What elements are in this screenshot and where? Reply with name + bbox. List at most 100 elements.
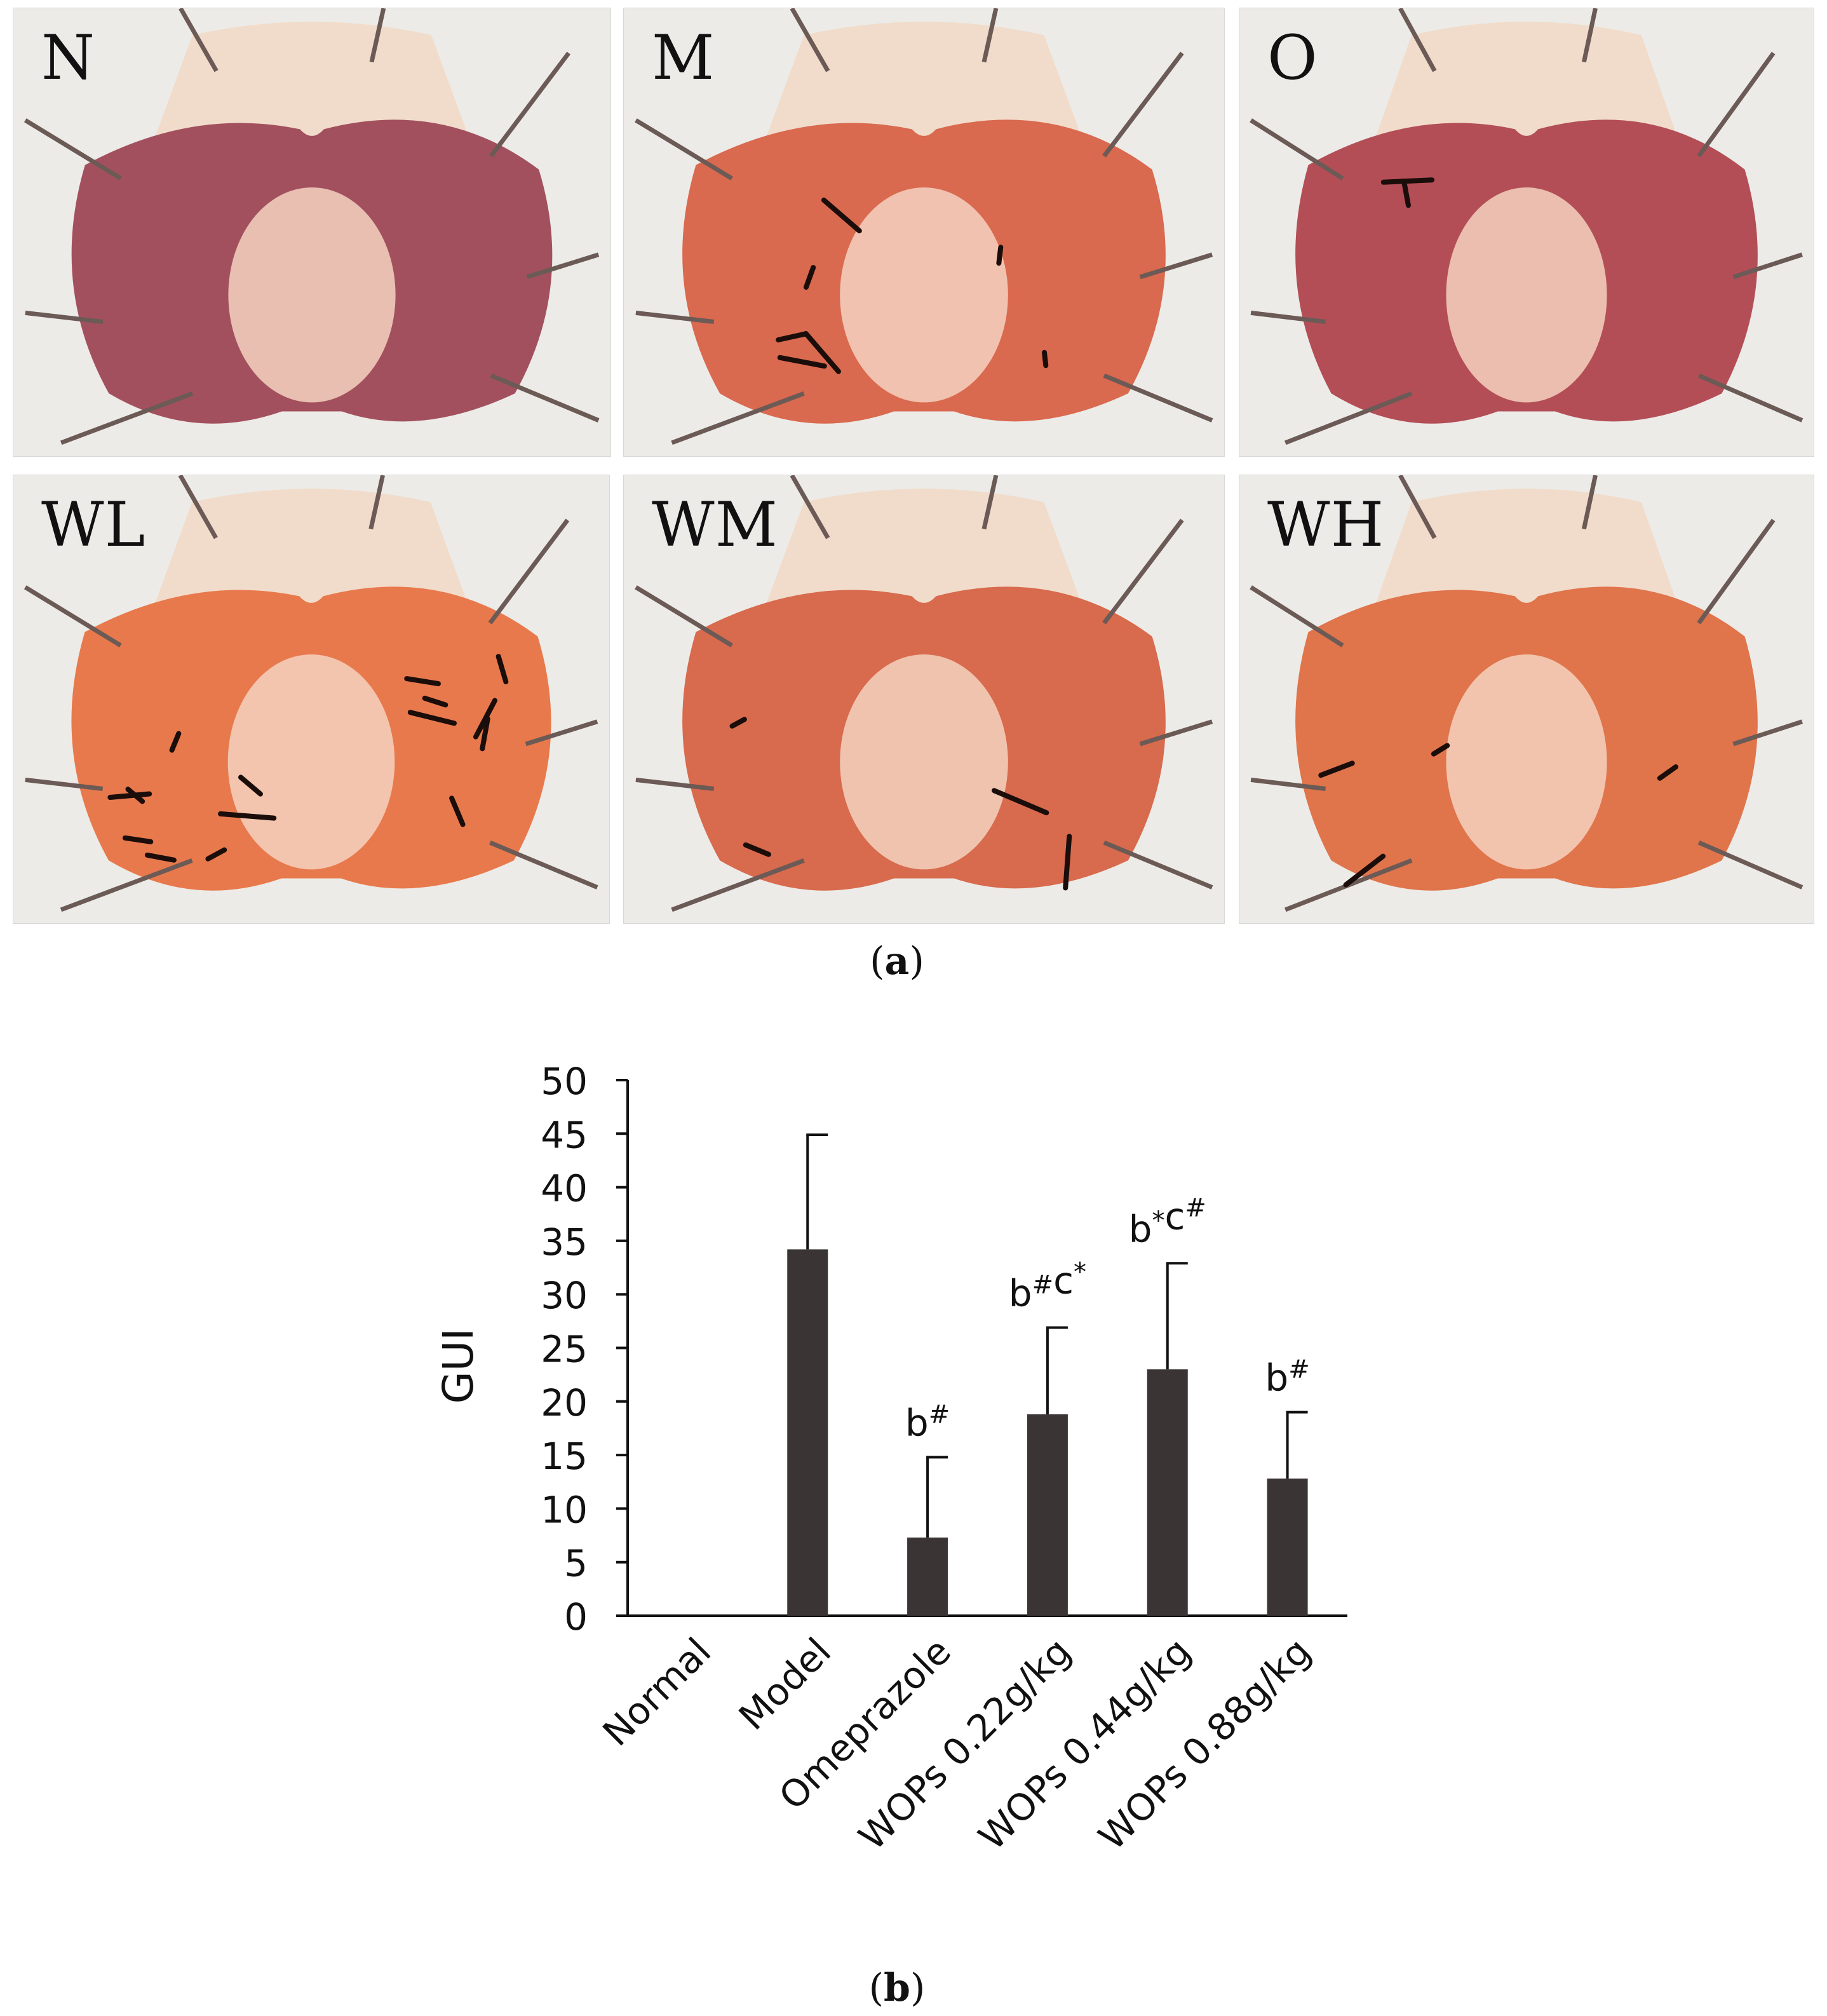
dissection-pin [1139,252,1213,280]
ulcer-lesion [1343,853,1386,888]
ulcer-lesion [803,265,816,290]
ulcer-lesion [404,676,441,687]
y-tick-label: 20 [541,1381,588,1424]
bar [1267,1478,1308,1616]
photo-label: WM [652,489,778,560]
photo-WL: WL [13,475,610,924]
photo-label: WL [41,489,146,560]
dissection-pin [1581,8,1598,63]
dissection-pin [981,8,999,63]
dissection-pin [1284,391,1413,445]
photo-O: O [1239,8,1814,457]
ulcer-lesion [407,710,457,726]
ulcer-lesion [238,775,263,797]
dissection-pin [1139,719,1213,747]
significance-label: b# [1265,1355,1309,1400]
photo-N: N [13,8,611,457]
annotations: b# b#c* b*c# b# [905,1193,1310,1444]
ulcer-lesion [169,731,182,753]
ulcer-lesion [1318,761,1355,778]
stomach-pylorus [227,654,395,870]
dissection-pin [635,118,733,180]
ulcer-lesion [422,695,448,708]
caption-b: (b) [802,1966,992,2010]
dissection-pin [1103,840,1213,890]
ulcer-lesion [205,847,227,862]
x-tick-label: WOPs 0.88g/kg [1090,1630,1319,1858]
dissection-pin [24,118,123,180]
ulcer-lesion [1401,179,1412,208]
dissection-pin [1102,518,1184,625]
dissection-pin [981,475,999,530]
y-tick-label: 30 [541,1274,588,1317]
stomach-pylorus [1446,187,1607,403]
ulcer-lesion [743,842,771,857]
dissection-pin [1732,719,1803,747]
ulcer-lesion [1041,349,1049,369]
x-tick-label: Omeprazole [771,1630,959,1818]
dissection-pin [1732,252,1803,280]
chart-axes [626,1080,1347,1617]
dissection-pin [790,475,830,539]
dissection-pin [60,858,193,912]
y-tick-label: 50 [541,1060,588,1103]
dissection-pin [671,391,805,445]
dissection-pin [526,252,600,280]
dissection-pin [1250,585,1344,647]
caption-a-letter: a [884,939,910,984]
y-tick-label: 35 [541,1221,588,1264]
bar [787,1249,828,1616]
dissection-pin [488,518,570,625]
stomach-illustration [624,8,1224,456]
significance-label: b*c# [1129,1193,1206,1250]
dissection-pin [368,475,385,530]
ulcer-lesion [125,787,145,804]
ulcer-lesion [1431,743,1450,757]
ulcer-lesion [821,197,862,234]
bars [787,1249,1308,1616]
dissection-pin [1581,475,1598,530]
dissection-pin [635,310,715,324]
ulcer-lesion [803,330,841,374]
y-tick-label: 15 [541,1435,588,1478]
caption-b-letter: b [884,1966,910,2010]
photo-label: M [652,22,715,93]
dissection-pin [1697,373,1803,423]
ulcer-lesion [996,245,1004,266]
significance-label: b# [905,1400,950,1444]
stomach-illustration [1239,8,1814,456]
caption-b-open: ( [868,1966,884,2010]
x-tick-label: WOPs 0.44g/kg [970,1630,1199,1858]
dissection-pin [1103,373,1213,423]
ulcer-lesion [473,698,497,740]
y-tick-label: 40 [541,1167,588,1210]
ulcer-lesion [1380,177,1435,185]
dissection-pin [489,51,570,158]
dissection-pin [179,8,219,72]
stomach-illustration [13,8,610,456]
y-axis-label: GUI [434,1329,483,1404]
photo-label: O [1267,22,1318,93]
ulcer-lesion [122,835,154,844]
dissection-pin [671,858,805,912]
ulcer-lesion [777,355,827,369]
dissection-pin [369,8,386,63]
stomach-pylorus [1446,654,1607,870]
dissection-pin [490,373,600,423]
bar [1147,1369,1188,1616]
ulcer-lesion [480,716,490,752]
dissection-pin [635,585,733,647]
ulcer-lesion [496,654,509,685]
photo-M: M [623,8,1225,457]
dissection-pin [1250,118,1344,180]
ulcer-lesion [991,788,1049,816]
dissection-pin [1398,8,1437,72]
photo-label: N [41,22,95,93]
photo-label: WH [1267,489,1385,560]
dissection-pin [1250,310,1326,324]
x-tick-label: Model [731,1630,839,1738]
stomach-illustration [1239,475,1814,923]
y-tick-label: 25 [541,1328,588,1371]
dissection-pin [1398,475,1437,539]
